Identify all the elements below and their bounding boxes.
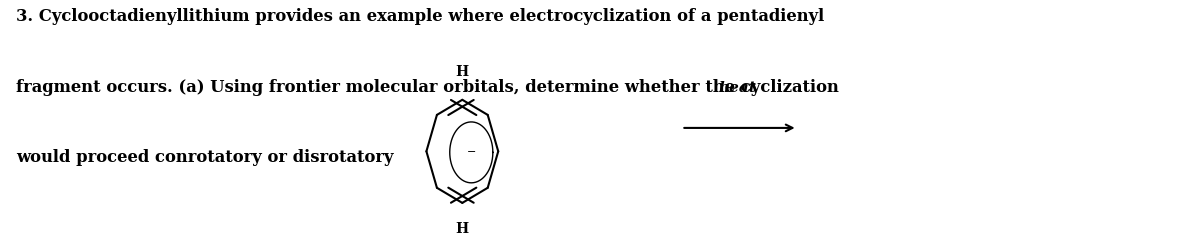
Text: H: H [456, 65, 469, 79]
Text: H: H [456, 222, 469, 236]
Text: heat: heat [719, 81, 756, 95]
Text: 3. Cyclooctadienyllithium provides an example where electrocyclization of a pent: 3. Cyclooctadienyllithium provides an ex… [16, 8, 824, 25]
Text: would proceed conrotatory or disrotatory: would proceed conrotatory or disrotatory [16, 149, 394, 166]
Text: −: − [467, 147, 476, 157]
Text: fragment occurs. (a) Using frontier molecular orbitals, determine whether the cy: fragment occurs. (a) Using frontier mole… [16, 79, 839, 96]
